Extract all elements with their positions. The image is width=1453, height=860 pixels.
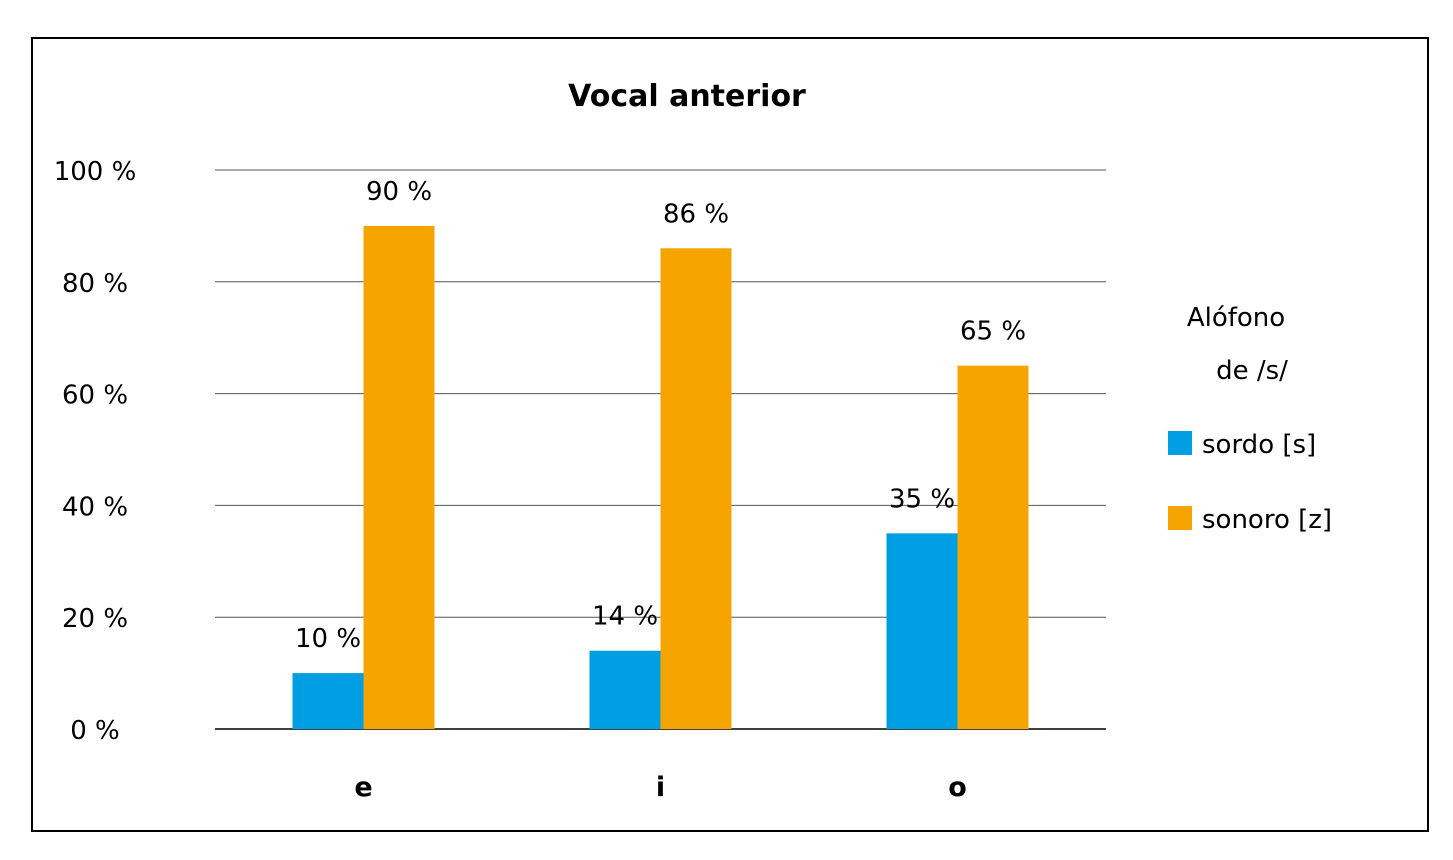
bar-sordo-o (886, 533, 958, 729)
legend-swatch (1168, 431, 1192, 455)
y-tick-label: 100 % (54, 157, 137, 187)
y-tick-label: 20 % (62, 604, 128, 634)
y-tick-label: 80 % (62, 269, 128, 299)
bar-sordo-i (589, 650, 661, 729)
data-label: 86 % (663, 199, 729, 229)
chart-title: Vocal anterior (568, 79, 806, 114)
data-labels: 10 % 90 % 14 % 86 % 35 % 65 % (295, 177, 1026, 654)
x-category-label: e (354, 772, 372, 803)
legend: Alófono de /s/ sordo [s] sonoro [z] (1168, 303, 1332, 535)
x-category-label: o (948, 772, 967, 803)
bar-sonoro-i (660, 248, 732, 729)
data-label: 65 % (960, 317, 1026, 347)
legend-title-line2: de /s/ (1216, 356, 1288, 386)
bar-sordo-e (292, 673, 364, 729)
legend-label: sordo [s] (1202, 430, 1316, 460)
y-axis-tick-labels: 0 % 20 % 40 % 60 % 80 % 100 % (54, 157, 137, 746)
bars (292, 225, 1029, 729)
data-label: 14 % (592, 602, 658, 632)
bar-sonoro-o (957, 365, 1029, 729)
data-label: 90 % (366, 177, 432, 207)
data-label: 10 % (295, 624, 361, 654)
y-tick-label: 40 % (62, 492, 128, 522)
bar-sonoro-e (363, 225, 435, 729)
y-tick-label: 60 % (62, 381, 128, 411)
x-category-label: i (656, 772, 665, 803)
legend-label: sonoro [z] (1202, 505, 1332, 535)
legend-title-line1: Alófono (1187, 303, 1285, 333)
y-tick-label: 0 % (70, 716, 120, 746)
legend-swatch (1168, 506, 1192, 530)
legend-items: sordo [s] sonoro [z] (1168, 430, 1332, 535)
data-label: 35 % (889, 484, 955, 514)
